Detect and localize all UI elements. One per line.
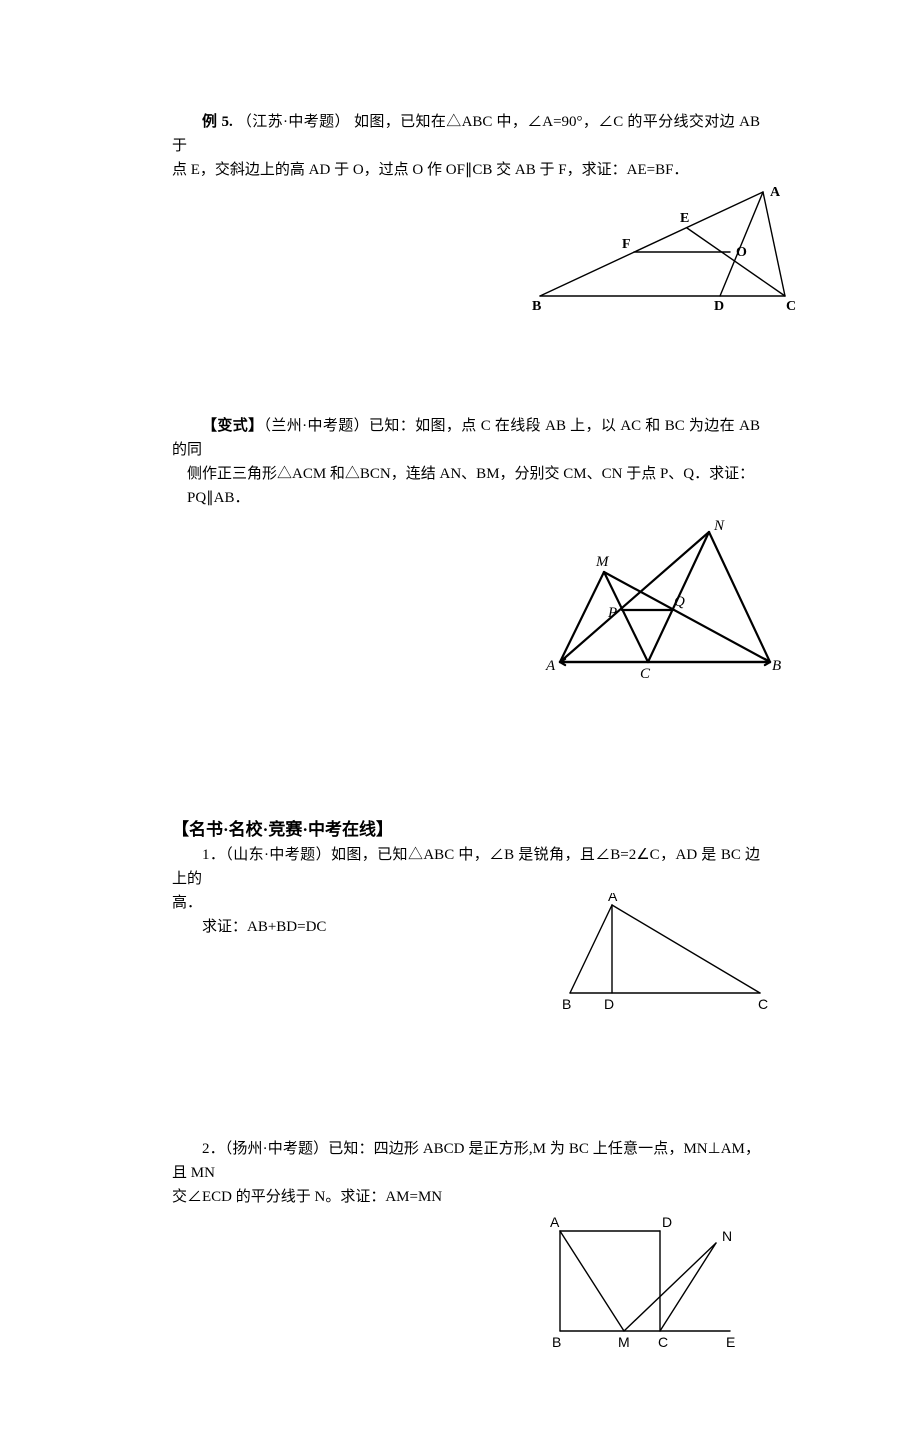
problem-5: 例 5. （江苏·中考题） 如图，已知在△ABC 中，∠A=90°，∠C 的平分… — [172, 110, 760, 314]
problem-5-variant: 【变式】（兰州·中考题）已知：如图，点 C 在线段 AB 上，以 AC 和 BC… — [172, 414, 760, 684]
svg-text:D: D — [714, 299, 724, 314]
svg-text:B: B — [562, 996, 571, 1012]
spacer — [172, 1023, 760, 1113]
q1-figure: A B C D — [550, 893, 780, 1013]
svg-text:B: B — [532, 299, 541, 314]
problem-5-line2: 点 E，交斜边上的高 AD 于 O，过点 O 作 OF∥CB 交 AB 于 F，… — [172, 158, 760, 182]
variant-figure: A B C M N P Q — [540, 514, 790, 684]
q2-line1: 2．（扬州·中考题）已知：四边形 ABCD 是正方形,M 为 BC 上任意一点，… — [172, 1137, 760, 1185]
variant-source: （兰州·中考题） — [264, 418, 370, 434]
page: 例 5. （江苏·中考题） 如图，已知在△ABC 中，∠A=90°，∠C 的平分… — [0, 0, 920, 1443]
svg-text:A: A — [770, 185, 781, 200]
spacer — [172, 324, 760, 414]
svg-text:E: E — [726, 1334, 735, 1350]
square-diagram-q2: A B C D M E N — [530, 1213, 770, 1353]
spacer — [172, 1113, 760, 1137]
svg-text:M: M — [618, 1334, 630, 1350]
svg-text:C: C — [658, 1334, 668, 1350]
svg-text:E: E — [680, 211, 689, 226]
triangle-diagram-q1: A B C D — [550, 893, 780, 1013]
svg-text:C: C — [786, 299, 796, 314]
question-1: 1．（山东·中考题）如图，已知△ABC 中，∠B 是锐角，且∠B=2∠C，AD … — [172, 843, 760, 1013]
svg-text:A: A — [545, 658, 556, 674]
svg-text:B: B — [552, 1334, 561, 1350]
variant-line3: PQ∥AB． — [172, 486, 760, 510]
problem-5-source: （江苏·中考题） — [237, 114, 350, 130]
q1-line1: 1．（山东·中考题）如图，已知△ABC 中，∠B 是锐角，且∠B=2∠C，AD … — [172, 843, 760, 891]
problem-5-text: 例 5. （江苏·中考题） 如图，已知在△ABC 中，∠A=90°，∠C 的平分… — [172, 110, 760, 182]
svg-text:M: M — [595, 554, 610, 570]
svg-text:P: P — [607, 605, 617, 621]
svg-text:C: C — [640, 666, 651, 682]
problem-5-label: 例 5. — [202, 114, 237, 130]
problem-5-line1: 例 5. （江苏·中考题） 如图，已知在△ABC 中，∠A=90°，∠C 的平分… — [172, 110, 760, 158]
variant-line1: 【变式】（兰州·中考题）已知：如图，点 C 在线段 AB 上，以 AC 和 BC… — [172, 414, 760, 462]
svg-text:A: A — [550, 1214, 560, 1230]
problem-5-figure: A B C D E F O — [530, 184, 800, 314]
triangle-diagram-p5: A B C D E F O — [530, 184, 800, 314]
q2-line2: 交∠ECD 的平分线于 N。求证：AM=MN — [172, 1185, 760, 1209]
svg-text:N: N — [713, 518, 725, 534]
variant-label: 【变式】 — [202, 418, 264, 434]
svg-text:A: A — [608, 893, 618, 904]
svg-text:F: F — [622, 237, 631, 252]
svg-text:N: N — [722, 1228, 732, 1244]
svg-text:C: C — [758, 996, 768, 1012]
question-2: 2．（扬州·中考题）已知：四边形 ABCD 是正方形,M 为 BC 上任意一点，… — [172, 1137, 760, 1353]
spacer — [172, 694, 760, 784]
section-heading: 【名书·名校·竞赛·中考在线】 — [172, 816, 760, 843]
svg-text:Q: Q — [674, 594, 685, 610]
svg-text:D: D — [604, 996, 614, 1012]
triangle-diagram-variant: A B C M N P Q — [540, 514, 790, 684]
q2-figure: A B C D M E N — [530, 1213, 770, 1353]
svg-text:O: O — [736, 245, 747, 260]
svg-text:D: D — [662, 1214, 672, 1230]
variant-line2: 侧作正三角形△ACM 和△BCN，连结 AN、BM，分别交 CM、CN 于点 P… — [172, 462, 760, 486]
svg-text:B: B — [772, 658, 781, 674]
spacer — [172, 784, 760, 808]
